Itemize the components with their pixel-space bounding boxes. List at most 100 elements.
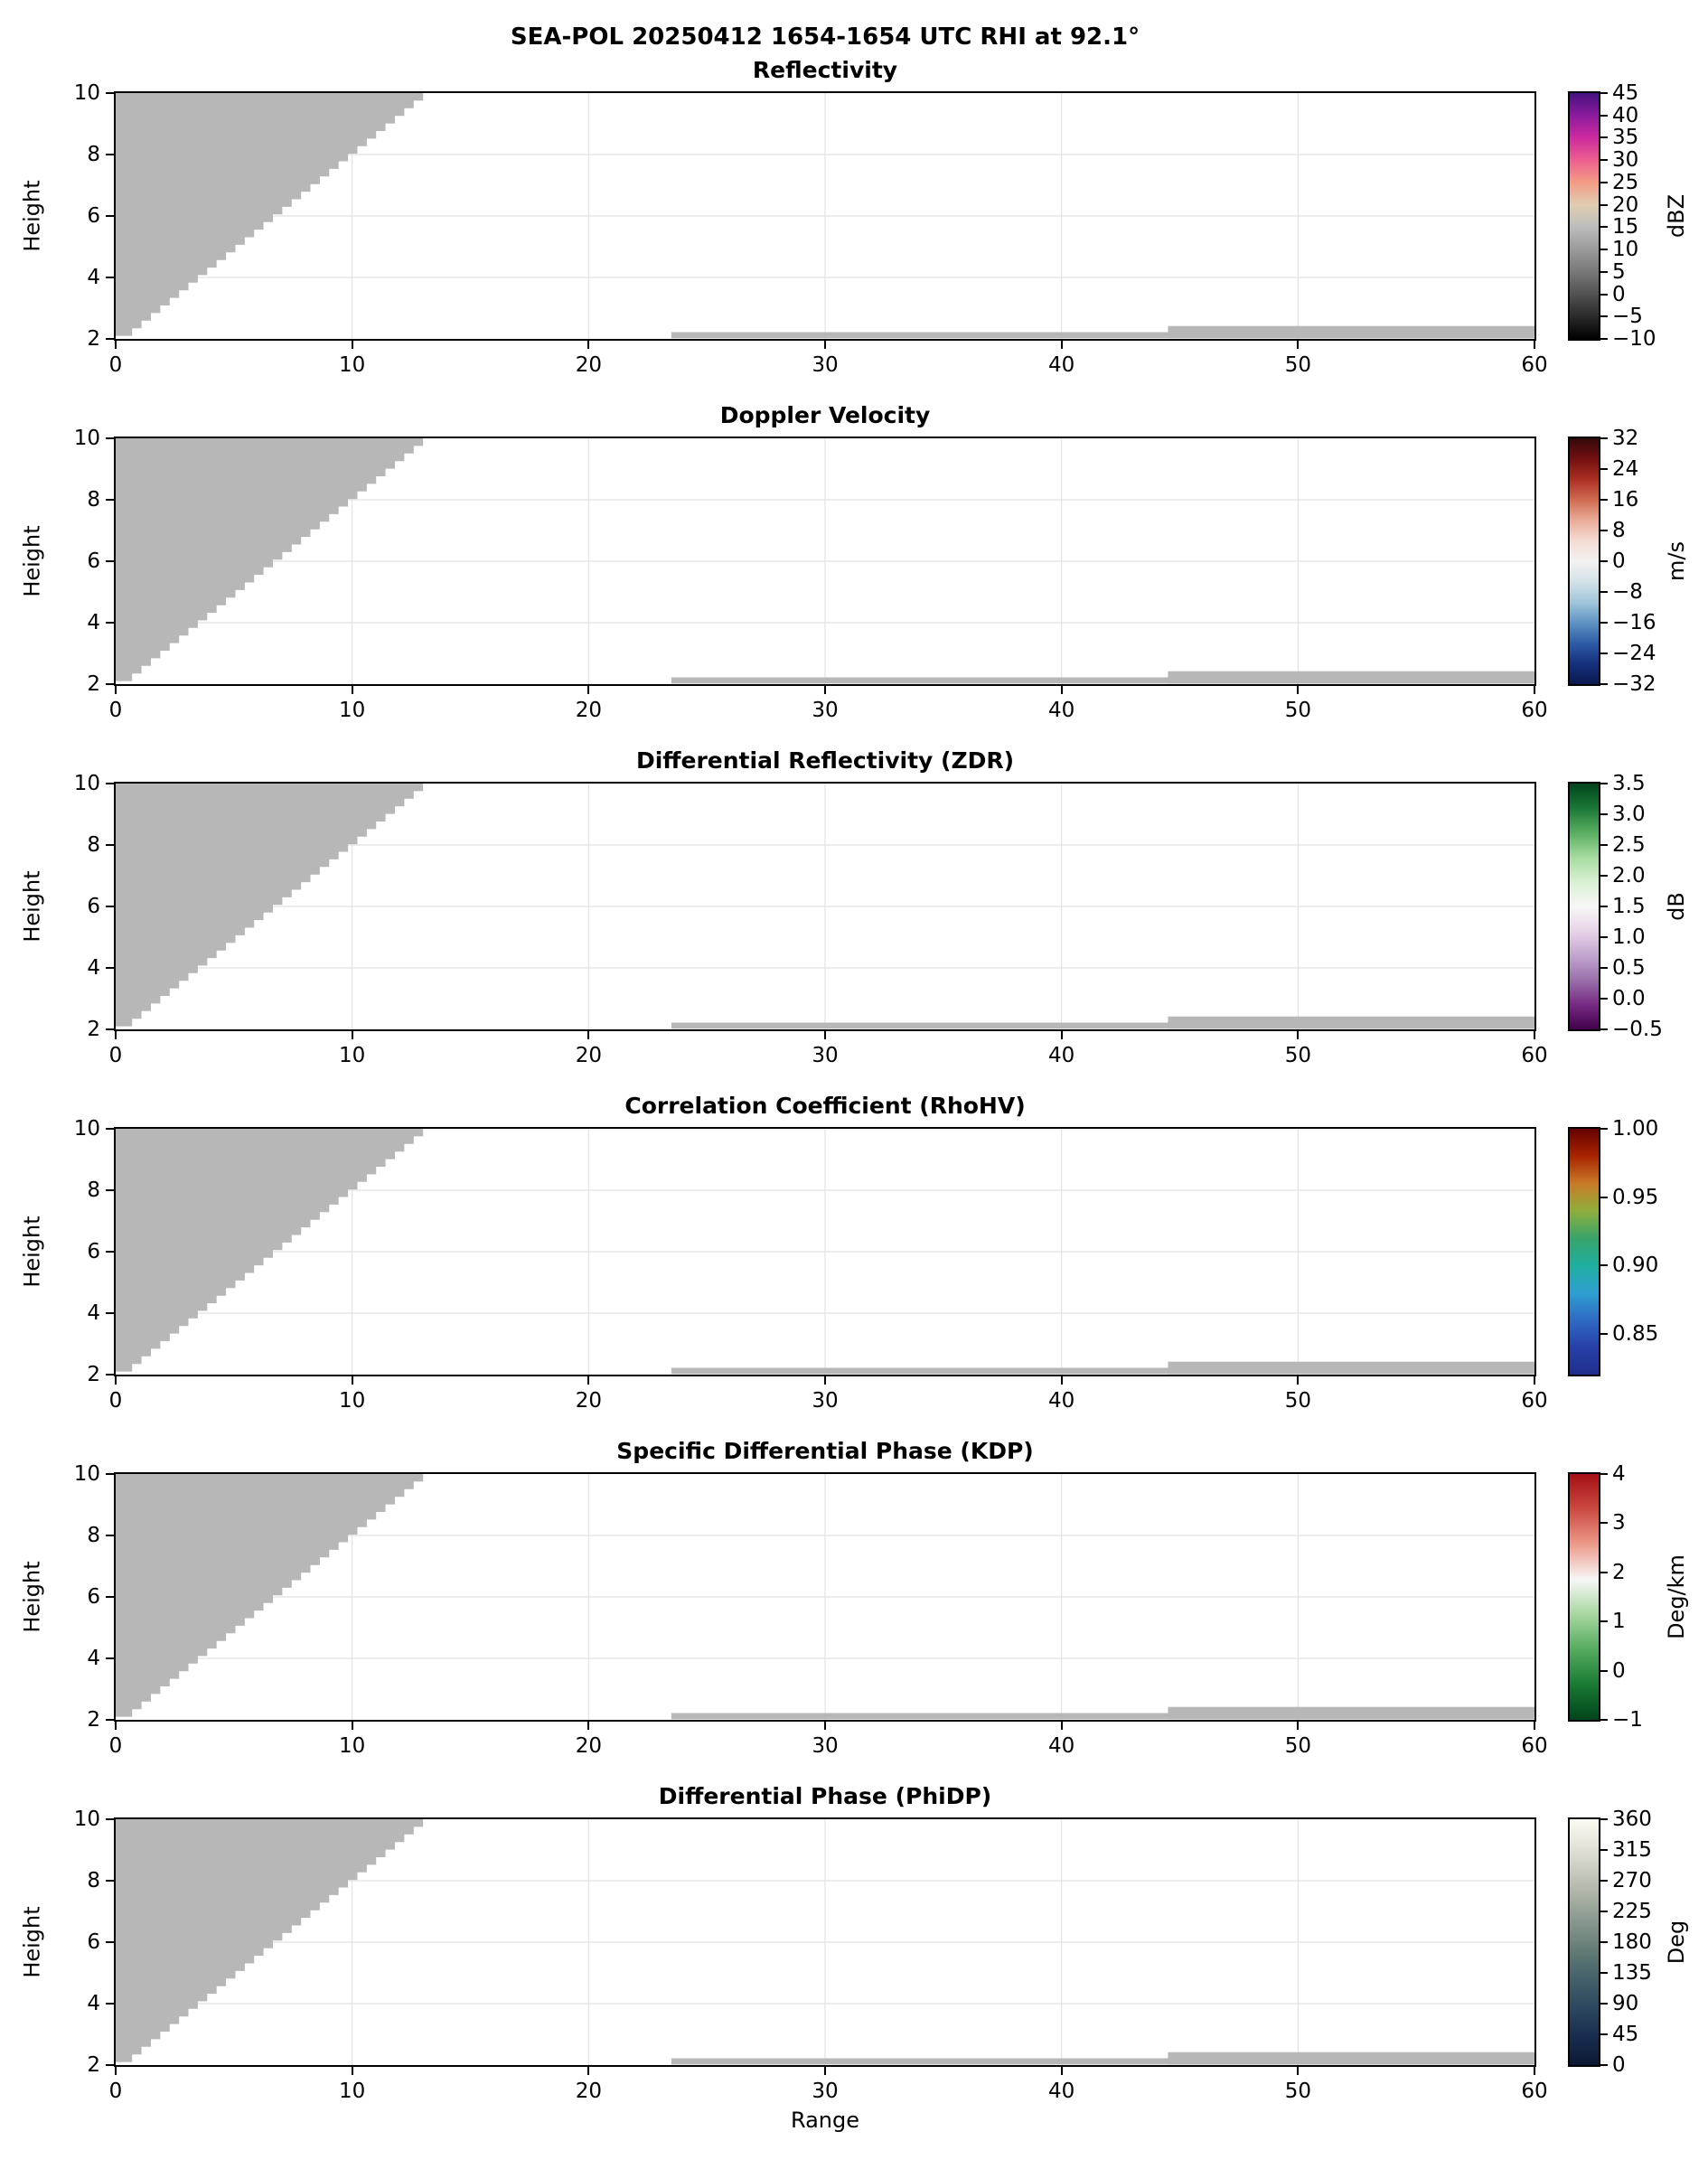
colorbar-tick: [1600, 1522, 1608, 1525]
x-tick: [351, 686, 353, 694]
x-tick: [824, 1031, 826, 1039]
x-tick-label: 50: [1284, 1734, 1311, 1758]
x-tick: [824, 1722, 826, 1730]
colorbar-tick: [1600, 998, 1608, 1000]
y-axis-label-text: Height: [20, 180, 45, 252]
x-tick: [351, 1722, 353, 1730]
y-tick-label: 4: [87, 266, 100, 289]
x-tick-label: 20: [575, 353, 602, 377]
colorbar-tick-label: 2: [1612, 1560, 1626, 1584]
x-tick: [587, 1376, 590, 1385]
colorbar-tick: [1600, 813, 1608, 815]
y-tick: [106, 1473, 114, 1475]
colorbar-tick: [1600, 906, 1608, 907]
y-tick: [106, 783, 114, 784]
echo-strip: [1168, 671, 1534, 684]
colorbar-unit-text: dBZ: [1663, 193, 1689, 239]
colorbar: [1568, 91, 1600, 341]
y-tick-label: 10: [73, 1462, 100, 1486]
colorbar-tick: [1600, 1473, 1608, 1475]
x-tick: [1534, 686, 1535, 694]
colorbar-tick-label: −0.5: [1612, 1018, 1663, 1041]
y-tick: [106, 2003, 114, 2005]
y-tick: [106, 1818, 114, 1820]
y-tick: [106, 1657, 114, 1659]
x-tick-label: 50: [1284, 699, 1311, 722]
x-tick: [351, 341, 353, 349]
plot-area: [114, 1817, 1536, 2067]
plot-canvas: [116, 93, 1534, 339]
x-tick-label: 20: [575, 699, 602, 722]
y-tick-label: 10: [73, 1808, 100, 1831]
y-tick-label: 2: [87, 2053, 100, 2077]
colorbar-tick-label: 0.5: [1612, 956, 1646, 980]
y-tick: [106, 92, 114, 94]
x-tick-label: 50: [1284, 353, 1311, 377]
plot-area: [114, 91, 1536, 341]
y-tick: [106, 277, 114, 278]
y-axis-label: Height: [13, 1129, 52, 1375]
panel-title: Differential Phase (PhiDP): [658, 1783, 992, 1809]
x-tick-label: 0: [108, 1389, 123, 1413]
colorbar-tick: [1600, 468, 1608, 470]
colorbar-tick: [1600, 437, 1608, 439]
y-axis-label: Height: [13, 1819, 52, 2065]
y-tick-label: 4: [87, 1647, 100, 1670]
echo-wedge: [116, 93, 424, 336]
colorbar-tick: [1600, 203, 1608, 206]
x-tick-label: 0: [108, 2080, 123, 2103]
colorbar-tick: [1600, 1972, 1608, 1974]
colorbar-tick-label: 0.95: [1612, 1185, 1659, 1209]
echo-strip: [1168, 325, 1534, 339]
colorbar-tick: [1600, 1719, 1608, 1721]
colorbar-tick-label: 24: [1612, 457, 1639, 481]
y-tick-label: 6: [87, 895, 100, 918]
x-tick: [1534, 1031, 1535, 1039]
colorbar-unit-text: m/s: [1664, 541, 1689, 581]
x-tick-label: 10: [339, 353, 366, 377]
colorbar-unit-label: Deg: [1654, 1819, 1699, 2065]
y-tick-label: 8: [87, 143, 100, 166]
y-tick: [106, 1880, 114, 1882]
x-tick: [1060, 341, 1063, 349]
colorbar-tick-label: 20: [1612, 192, 1639, 217]
y-tick-label: 2: [87, 327, 100, 351]
echo-wedge: [116, 784, 424, 1027]
panel-title: Differential Reflectivity (ZDR): [635, 747, 1015, 774]
colorbar-tick-label: 0: [1612, 549, 1626, 573]
colorbar-tick-label: 5: [1612, 259, 1626, 284]
y-tick: [106, 1596, 114, 1598]
y-tick-label: 8: [87, 488, 100, 512]
colorbar-tick-label: −8: [1612, 580, 1643, 604]
x-tick-label: 60: [1521, 1044, 1548, 1067]
x-tick-label: 60: [1521, 699, 1548, 722]
colorbar-tick-label: 35: [1612, 126, 1639, 150]
colorbar-tick-label: 270: [1612, 1869, 1652, 1892]
x-tick-label: 50: [1284, 1389, 1311, 1413]
x-tick-label: 60: [1521, 2080, 1548, 2103]
panel-title: Specific Differential Phase (KDP): [616, 1438, 1034, 1464]
x-tick-label: 30: [812, 353, 839, 377]
y-tick: [106, 1719, 114, 1721]
x-tick-label: 60: [1521, 1734, 1548, 1758]
colorbar-tick-label: 180: [1612, 1930, 1652, 1954]
colorbar-tick-label: 45: [1612, 81, 1639, 105]
y-axis-label: Height: [13, 438, 52, 684]
colorbar-tick-label: 0: [1612, 282, 1626, 306]
colorbar-tick: [1600, 1264, 1608, 1267]
colorbar-tick-label: 0.90: [1612, 1254, 1659, 1278]
y-tick: [106, 844, 114, 846]
y-tick: [106, 622, 114, 624]
y-tick: [106, 437, 114, 439]
y-axis-label-text: Height: [20, 1216, 45, 1288]
colorbar-tick: [1600, 560, 1608, 562]
echo-strip: [1168, 1361, 1534, 1375]
x-tick: [115, 2067, 117, 2075]
colorbar-tick: [1600, 226, 1608, 229]
colorbar-tick: [1600, 844, 1608, 846]
colorbar-tick-label: 90: [1612, 1992, 1639, 2015]
colorbar-tick: [1600, 1880, 1608, 1882]
plot-area: [114, 1472, 1536, 1722]
colorbar-tick-label: 30: [1612, 148, 1639, 173]
colorbar-tick: [1600, 783, 1608, 784]
